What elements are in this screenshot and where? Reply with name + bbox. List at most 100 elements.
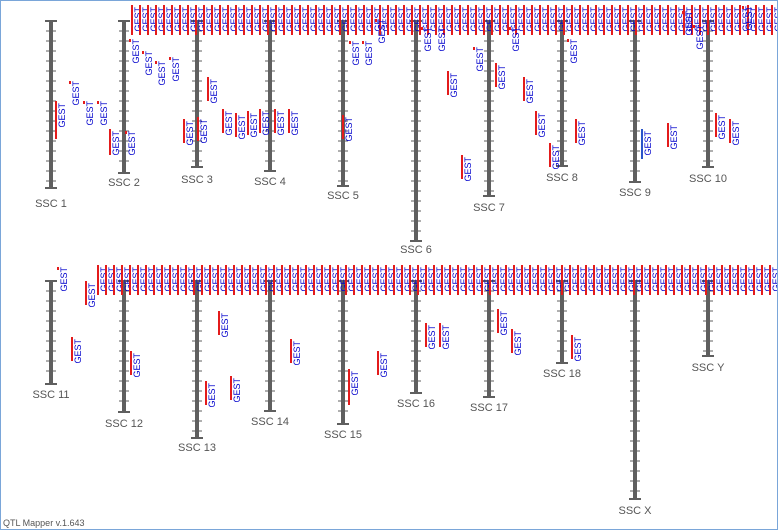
- qtl-interval: [131, 5, 133, 35]
- qtl-label: GEST: [513, 331, 523, 356]
- qtl-interval: [363, 5, 365, 35]
- qtl-label: GEST: [381, 7, 391, 32]
- qtl-interval: [425, 265, 427, 295]
- qtl-interval: [585, 265, 587, 295]
- qtl-label: GEST: [227, 267, 237, 292]
- qtl-label: GEST: [237, 7, 247, 32]
- qtl-label: GEST: [133, 7, 143, 32]
- qtl-label: GEST: [364, 41, 374, 66]
- qtl-interval: [348, 369, 350, 405]
- qtl-label: GEST: [317, 7, 327, 32]
- qtl-interval: [169, 57, 171, 60]
- qtl-label: GEST: [537, 113, 547, 138]
- chromosome-bar: [341, 281, 345, 424]
- qtl-label: GEST: [171, 267, 181, 292]
- qtl-interval: [433, 265, 435, 295]
- qtl-label: GEST: [579, 267, 589, 292]
- qtl-interval: [105, 265, 107, 295]
- qtl-label: GEST: [499, 311, 509, 336]
- qtl-interval: [729, 265, 731, 295]
- qtl-label: GEST: [111, 131, 121, 156]
- qtl-interval: [435, 5, 437, 35]
- qtl-label: GEST: [269, 7, 279, 32]
- chromosome-label: SSC 6: [400, 244, 432, 256]
- qtl-interval: [555, 5, 557, 35]
- qtl-interval: [83, 101, 85, 104]
- qtl-label: GEST: [209, 79, 219, 104]
- qtl-interval: [483, 5, 485, 35]
- qtl-interval: [561, 265, 563, 295]
- qtl-interval: [425, 323, 427, 347]
- qtl-label: GEST: [539, 267, 549, 292]
- qtl-interval: [195, 5, 197, 35]
- qtl-label: GEST: [351, 41, 361, 66]
- qtl-interval: [233, 265, 235, 295]
- chromosome-bar: [49, 281, 53, 384]
- qtl-label: GEST: [463, 157, 473, 182]
- qtl-interval: [342, 115, 344, 139]
- qtl-interval: [329, 265, 331, 295]
- qtl-label: GEST: [773, 7, 777, 32]
- qtl-interval: [299, 5, 301, 35]
- qtl-interval: [545, 265, 547, 295]
- qtl-interval: [713, 265, 715, 295]
- qtl-interval: [723, 5, 725, 35]
- qtl-interval: [225, 265, 227, 295]
- qtl-label: GEST: [157, 7, 167, 32]
- qtl-label: GEST: [741, 7, 751, 32]
- qtl-interval: [401, 265, 403, 295]
- qtl-label: GEST: [739, 267, 749, 292]
- qtl-interval: [649, 265, 651, 295]
- chromosome-label: SSC 5: [327, 190, 359, 202]
- qtl-interval: [161, 265, 163, 295]
- qtl-interval: [625, 265, 627, 295]
- qtl-label: GEST: [357, 7, 367, 32]
- qtl-label: GEST: [307, 267, 317, 292]
- qtl-interval: [505, 265, 507, 295]
- qtl-label: GEST: [669, 7, 679, 32]
- qtl-interval: [705, 265, 707, 295]
- qtl-label: GEST: [469, 7, 479, 32]
- qtl-interval: [571, 5, 573, 35]
- qtl-interval: [227, 5, 229, 35]
- qtl-label: GEST: [653, 7, 663, 32]
- qtl-label: GEST: [605, 7, 615, 32]
- qtl-label: GEST: [669, 125, 679, 150]
- qtl-label: GEST: [185, 121, 195, 146]
- qtl-interval: [375, 19, 377, 22]
- qtl-interval: [491, 5, 493, 35]
- qtl-label: GEST: [695, 25, 705, 50]
- qtl-label: GEST: [173, 7, 183, 32]
- qtl-label: GEST: [525, 7, 535, 32]
- qtl-interval: [439, 323, 441, 347]
- qtl-interval: [731, 5, 733, 35]
- qtl-interval: [345, 265, 347, 295]
- qtl-label: GEST: [475, 47, 485, 72]
- qtl-interval: [203, 5, 205, 35]
- qtl-interval: [153, 265, 155, 295]
- qtl-label: GEST: [423, 27, 433, 52]
- qtl-interval: [579, 5, 581, 35]
- qtl-interval: [611, 5, 613, 35]
- qtl-interval: [205, 381, 207, 405]
- qtl-label: GEST: [573, 7, 583, 32]
- qtl-interval: [218, 311, 220, 335]
- qtl-interval: [379, 5, 381, 35]
- qtl-interval: [130, 351, 132, 375]
- qtl-label: GEST: [587, 267, 597, 292]
- qtl-label: GEST: [453, 7, 463, 32]
- qtl-interval: [288, 109, 290, 133]
- qtl-label: GEST: [659, 267, 669, 292]
- qtl-interval: [511, 329, 513, 353]
- qtl-interval: [230, 376, 232, 400]
- qtl-label: GEST: [275, 267, 285, 292]
- qtl-label: GEST: [533, 7, 543, 32]
- qtl-label: GEST: [747, 267, 757, 292]
- qtl-interval: [129, 265, 131, 295]
- chromosome-label: SSC 12: [105, 418, 143, 430]
- qtl-interval: [403, 5, 405, 35]
- qtl-label: GEST: [219, 267, 229, 292]
- qtl-label: GEST: [449, 73, 459, 98]
- qtl-interval: [441, 265, 443, 295]
- qtl-interval: [635, 5, 637, 35]
